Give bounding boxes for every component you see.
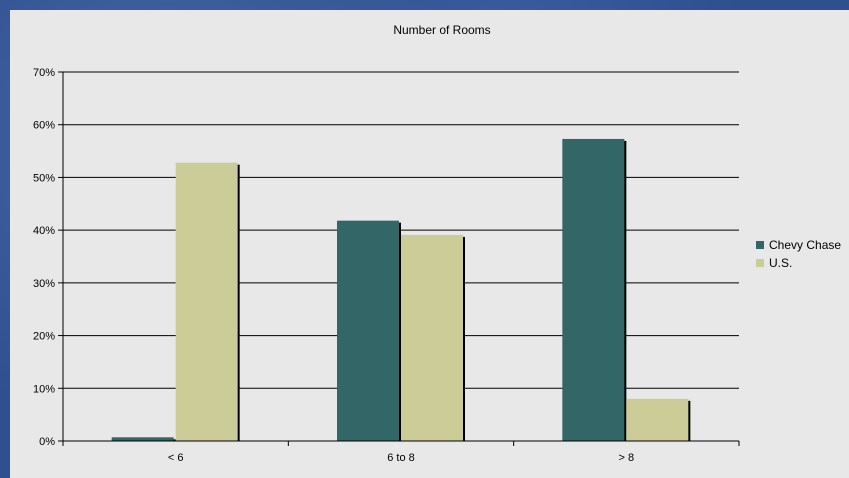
x-tick-label: 6 to 8 (387, 452, 415, 464)
legend-label: U.S. (769, 256, 792, 270)
y-tick-label: 70% (33, 67, 55, 79)
bar-u-s (626, 398, 689, 441)
bar-u-s (401, 234, 463, 441)
y-tick-label: 0% (39, 436, 55, 448)
axes-layer: 0% 10% 20% 30% 40% 50% 60% 70% < 6 6 to 8 > 8 (33, 67, 740, 464)
bars-layer (111, 138, 691, 441)
x-tick-label: > 8 (619, 452, 635, 464)
y-tick-label: 50% (33, 172, 55, 184)
chart-title: Number of Rooms (393, 23, 490, 37)
y-tick-label: 40% (33, 225, 55, 237)
x-tick-label: < 6 (168, 452, 184, 464)
y-tick-label: 20% (33, 331, 55, 343)
bar-chevy-chase (111, 437, 174, 441)
bar-chevy-chase (337, 220, 399, 441)
y-tick-label: 60% (33, 120, 55, 132)
legend-label: Chevy Chase (769, 238, 841, 252)
y-tick-label: 10% (33, 383, 55, 395)
chart-frame: Number of Rooms 0% 10% 20% 30% 40% 50% 60% 70% <… (10, 10, 849, 478)
bar-u-s (175, 162, 238, 441)
bar-chevy-chase (562, 138, 625, 441)
legend-swatch (756, 259, 764, 267)
legend: Chevy Chase U.S. (756, 238, 841, 270)
y-tick-label: 30% (33, 278, 55, 290)
bar-chart: Number of Rooms 0% 10% 20% 30% 40% 50% 60% 70% <… (33, 23, 841, 464)
legend-swatch (756, 241, 764, 249)
